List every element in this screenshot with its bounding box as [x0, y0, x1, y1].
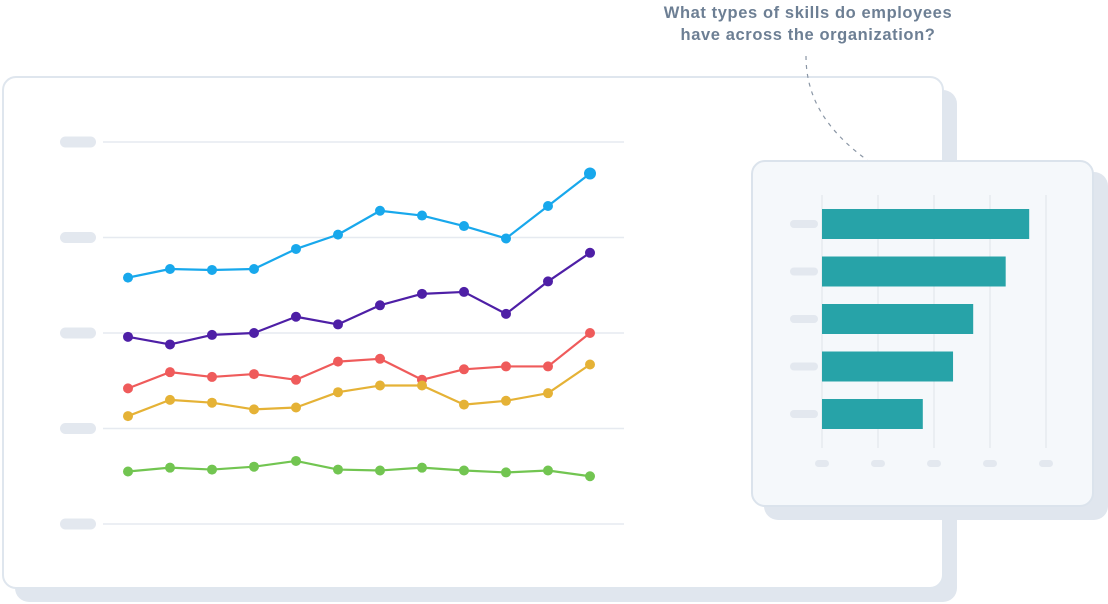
data-point	[291, 455, 301, 466]
data-point	[291, 311, 301, 322]
data-point	[459, 286, 469, 297]
data-point	[207, 397, 217, 408]
data-point	[543, 388, 553, 399]
data-point	[459, 364, 469, 375]
bar	[822, 256, 1006, 287]
data-point	[207, 371, 217, 382]
data-point	[123, 411, 133, 422]
category-tick-placeholder	[790, 362, 818, 371]
data-point	[585, 328, 595, 338]
data-point	[291, 243, 301, 254]
data-point	[333, 387, 343, 398]
y-tick-placeholder	[60, 518, 96, 530]
data-point	[123, 272, 133, 283]
bar	[822, 209, 1030, 239]
data-point	[543, 276, 553, 287]
data-point	[417, 380, 427, 391]
y-tick-placeholder	[60, 327, 96, 339]
bar	[822, 351, 954, 382]
line-chart	[60, 136, 624, 530]
x-tick-placeholder	[871, 460, 885, 467]
data-point	[165, 394, 175, 405]
bar	[822, 304, 974, 334]
series-line	[127, 363, 591, 418]
data-point	[585, 359, 595, 370]
series-line	[127, 172, 591, 279]
data-point	[165, 264, 175, 275]
data-point	[584, 167, 596, 180]
data-point	[333, 229, 343, 240]
data-point	[249, 264, 259, 275]
data-point	[417, 288, 427, 299]
data-point	[459, 465, 469, 476]
data-point	[459, 399, 469, 410]
y-tick-placeholder	[60, 423, 96, 434]
data-point	[291, 374, 301, 385]
data-point	[459, 221, 469, 232]
data-point	[165, 339, 175, 350]
category-tick-placeholder	[790, 315, 818, 323]
data-point	[123, 383, 133, 394]
data-point	[207, 464, 217, 475]
data-point	[501, 395, 511, 406]
data-point	[501, 467, 511, 478]
data-point	[375, 205, 385, 216]
data-point	[123, 331, 133, 342]
data-point	[207, 264, 217, 275]
x-tick-placeholder	[927, 460, 941, 467]
question-callout: What types of skills do employees have a…	[618, 2, 998, 46]
data-point	[501, 308, 511, 319]
data-point	[249, 404, 259, 415]
data-point	[585, 247, 595, 258]
x-tick-placeholder	[1039, 460, 1053, 467]
data-point	[165, 462, 175, 473]
y-tick-placeholder	[60, 232, 96, 243]
data-point	[249, 328, 259, 338]
data-point	[165, 367, 175, 378]
data-point	[375, 353, 385, 364]
data-point	[501, 233, 511, 244]
data-point	[333, 356, 343, 367]
data-point	[417, 462, 427, 473]
question-line-1: What types of skills do employees	[663, 4, 953, 22]
data-point	[375, 380, 385, 391]
series-line	[127, 459, 591, 478]
data-point	[249, 461, 259, 472]
bar-chart	[790, 195, 1053, 467]
bar	[822, 399, 923, 429]
data-point	[543, 200, 553, 211]
data-point	[375, 465, 385, 476]
y-tick-placeholder	[60, 136, 96, 148]
data-point	[249, 369, 259, 380]
question-line-2: have across the organization?	[680, 26, 936, 44]
data-point	[291, 402, 301, 413]
data-point	[123, 466, 133, 477]
series-line	[127, 332, 591, 390]
x-tick-placeholder	[983, 460, 997, 467]
data-point	[333, 464, 343, 475]
data-point	[501, 361, 511, 372]
data-point	[375, 300, 385, 311]
data-point	[585, 471, 595, 482]
data-point	[333, 319, 343, 330]
series-line	[127, 251, 591, 346]
data-point	[207, 329, 217, 340]
x-tick-placeholder	[815, 460, 829, 467]
data-point	[543, 465, 553, 476]
category-tick-placeholder	[790, 267, 818, 276]
data-point	[417, 210, 427, 221]
data-point	[543, 361, 553, 372]
category-tick-placeholder	[790, 410, 818, 418]
category-tick-placeholder	[790, 220, 818, 228]
